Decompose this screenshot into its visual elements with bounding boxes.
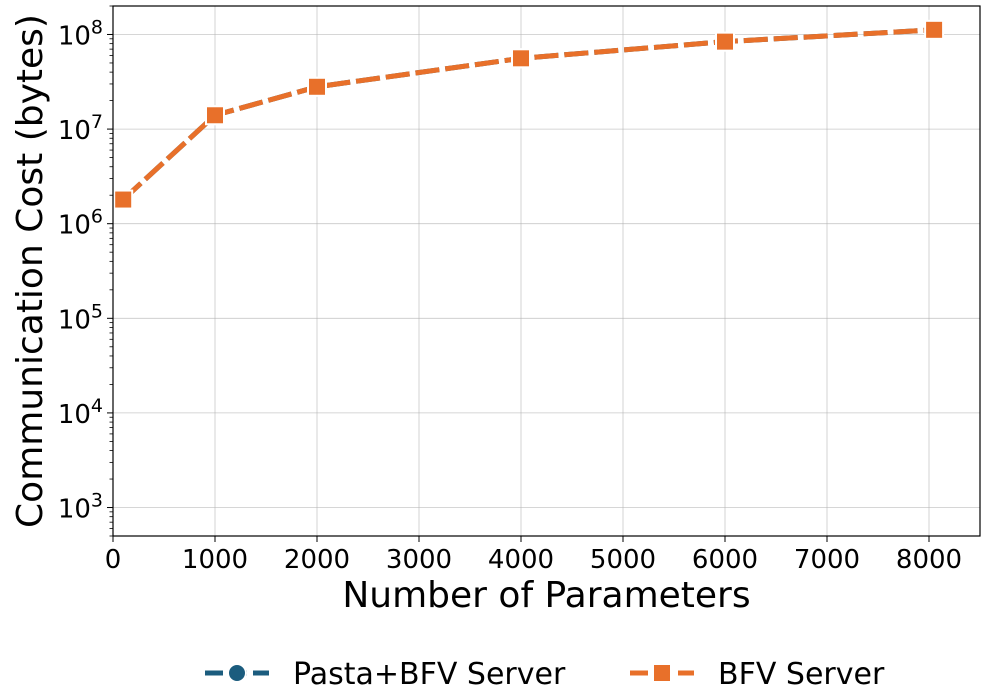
y-tick-label: 106 (58, 206, 103, 241)
x-tick-label: 1000 (182, 545, 248, 575)
data-point (715, 31, 735, 52)
x-tick-label: 7000 (794, 545, 860, 575)
x-tick-label: 3000 (386, 545, 452, 575)
legend-marker (652, 663, 672, 683)
series-line (121, 27, 935, 202)
x-tick-label: 2000 (284, 545, 350, 575)
x-tick-label: 6000 (692, 545, 758, 575)
data-point (511, 48, 531, 69)
legend-label: Pasta+BFV Server (293, 657, 566, 690)
data-point (307, 76, 327, 97)
plot-frame (112, 5, 981, 537)
x-axis-title: Number of Parameters (342, 575, 750, 616)
legend: Pasta+BFV Server BFV Server (205, 657, 885, 692)
x-tick-label: 4000 (488, 545, 554, 575)
y-axis-title: Communication Cost (bytes) (10, 14, 51, 528)
x-tick-label: 8000 (896, 545, 962, 575)
y-tick-label: 104 (58, 395, 103, 430)
y-tick-label: 108 (58, 16, 103, 51)
series-layer (113, 19, 945, 210)
y-tick-label: 105 (58, 300, 103, 335)
data-point (205, 105, 225, 126)
grid (112, 6, 980, 536)
legend-item: Pasta+BFV Server (205, 657, 566, 692)
data-point (113, 189, 134, 210)
x-tick-label: 5000 (590, 545, 656, 575)
series-square (113, 19, 945, 210)
ticks: 0 1000 2000 3000 4000 5000 6000 7000 8000 103 104 1… (58, 5, 962, 575)
data-point (924, 19, 945, 40)
y-tick-label: 103 (58, 490, 103, 525)
y-tick-label: 107 (58, 111, 103, 146)
legend-item: BFV Server (630, 657, 885, 692)
legend-label: BFV Server (718, 657, 885, 690)
x-tick-label: 0 (105, 545, 122, 575)
legend-marker (227, 663, 247, 683)
